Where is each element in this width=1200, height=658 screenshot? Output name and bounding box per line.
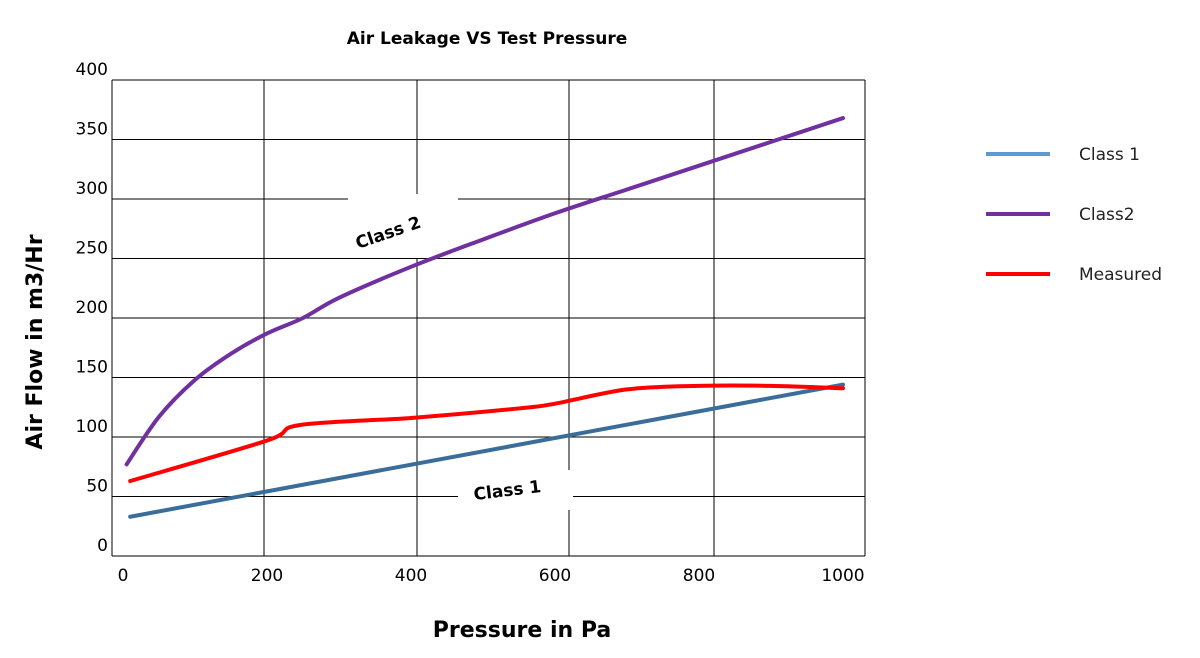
series-line-class2: [124, 116, 845, 467]
y-tick-label: 100: [76, 417, 108, 437]
legend: Class 1 Class2 Measured: [986, 145, 1162, 285]
x-tick-label: 600: [539, 566, 571, 586]
x-axis-label: Pressure in Pa: [433, 618, 611, 643]
x-tick-label: 1000: [821, 566, 864, 586]
y-tick-label: 400: [76, 60, 108, 80]
x-tick-label: 0: [118, 566, 129, 586]
annotation-masks: [348, 194, 573, 510]
y-tick-label: 200: [76, 298, 108, 318]
y-tick-label: 50: [86, 477, 108, 497]
y-tick-label: 150: [76, 358, 108, 378]
legend-label: Measured: [1079, 265, 1162, 285]
y-tick-label: 0: [97, 536, 108, 556]
chart-title: Air Leakage VS Test Pressure: [347, 29, 628, 49]
series-lines: [124, 116, 845, 519]
y-tick-label: 250: [76, 239, 108, 259]
x-tick-label: 200: [251, 566, 283, 586]
y-axis-label: Air Flow in m3/Hr: [23, 234, 48, 449]
series-line-measured: [128, 383, 845, 484]
legend-item: Class 1: [986, 145, 1140, 165]
x-tick-label: 400: [395, 566, 427, 586]
class1-label-mask: [458, 470, 573, 510]
legend-label: Class2: [1079, 205, 1135, 225]
x-tick-label: 800: [683, 566, 715, 586]
legend-label: Class 1: [1079, 145, 1140, 165]
y-axis-ticks: 0 50 100 150 200 250 300 350 400: [76, 60, 108, 556]
legend-item: Measured: [986, 265, 1162, 285]
x-axis-ticks: 0 200 400 600 800 1000: [118, 566, 865, 586]
series-line-class-1: [128, 382, 845, 519]
y-tick-label: 300: [76, 179, 108, 199]
y-tick-label: 350: [76, 120, 108, 140]
class2-label-mask: [348, 194, 458, 258]
legend-item: Class2: [986, 205, 1135, 225]
